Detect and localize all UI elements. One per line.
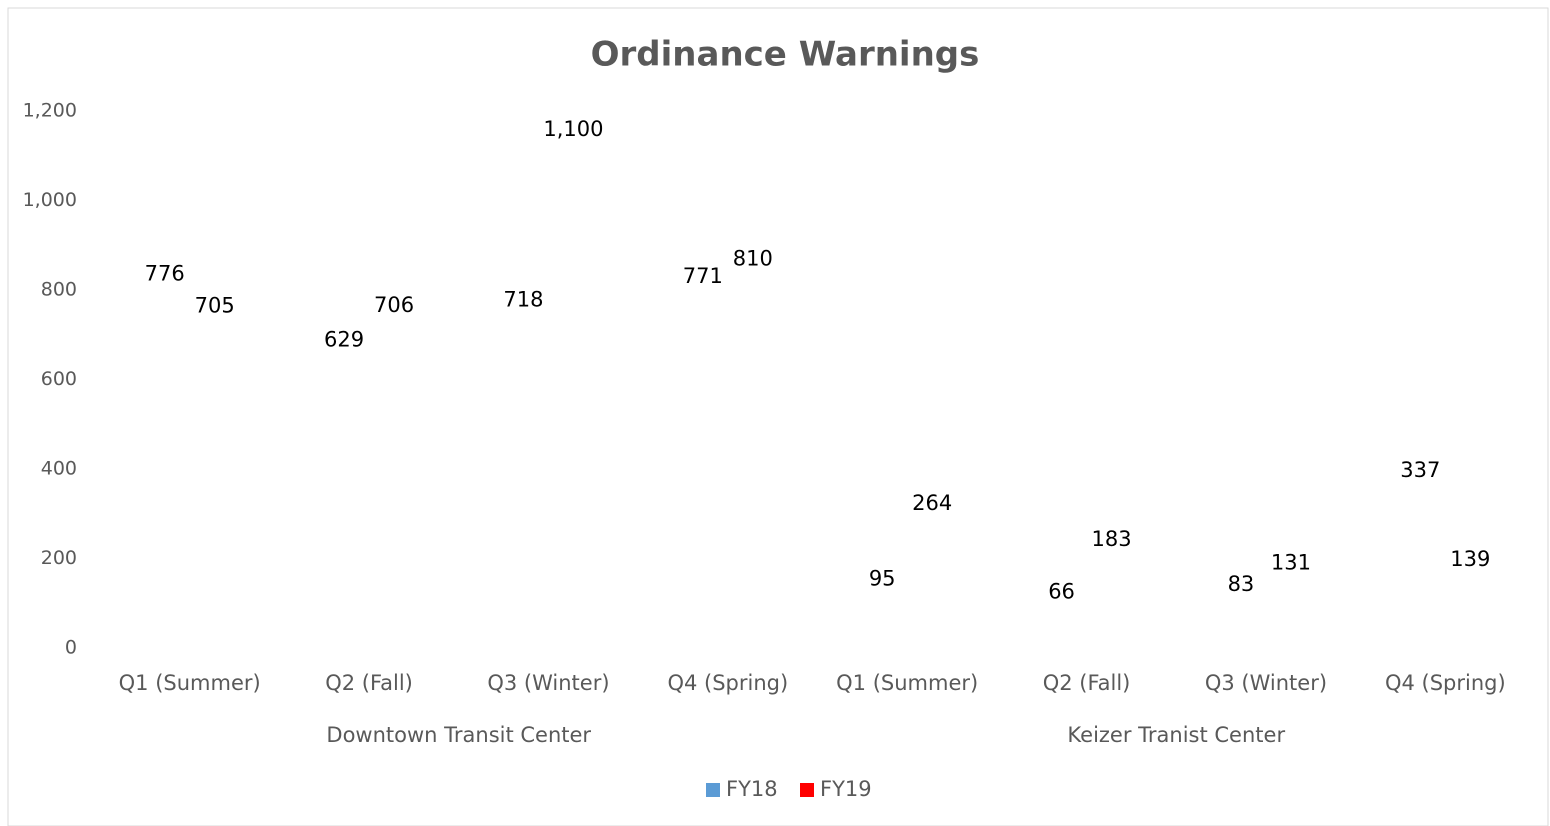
data-label: 629: [324, 328, 364, 352]
bar: [142, 301, 188, 648]
x-tick-label: Q1 (Summer): [119, 671, 261, 695]
data-label: 66: [1048, 579, 1075, 603]
x-tick-label: Q1 (Summer): [836, 671, 978, 695]
group-label: Keizer Tranist Center: [1067, 723, 1285, 747]
bar: [371, 332, 417, 648]
legend-label: FY18: [726, 777, 778, 801]
data-label: 705: [195, 294, 235, 318]
bar: [1089, 566, 1135, 648]
x-tick-label: Q3 (Winter): [487, 671, 609, 695]
x-tick-label: Q2 (Fall): [1043, 671, 1131, 695]
y-tick-label: 200: [41, 547, 77, 569]
y-tick-label: 600: [41, 368, 77, 390]
bar: [1447, 586, 1493, 648]
data-label: 718: [503, 288, 543, 312]
bar: [1268, 589, 1314, 648]
legend-swatch: [706, 783, 720, 797]
bar: [321, 367, 367, 648]
y-tick-label: 800: [41, 279, 77, 301]
data-label: 83: [1228, 572, 1255, 596]
data-label: 183: [1092, 527, 1132, 551]
x-tick-label: Q4 (Spring): [667, 671, 788, 695]
bar: [500, 327, 546, 648]
y-tick-label: 0: [65, 637, 77, 659]
y-tick-label: 1,200: [23, 100, 77, 122]
data-label: 771: [683, 264, 723, 288]
data-label: 337: [1400, 458, 1440, 482]
bar: [1218, 611, 1264, 648]
data-label: 264: [912, 491, 952, 515]
legend-swatch: [800, 783, 814, 797]
group-label: Downtown Transit Center: [326, 723, 591, 747]
data-label: 810: [733, 247, 773, 271]
chart-title: Ordinance Warnings: [591, 35, 980, 75]
data-label: 131: [1271, 550, 1311, 574]
y-tick-label: 400: [41, 458, 77, 480]
bar: [1397, 497, 1443, 648]
data-label: 139: [1450, 547, 1490, 571]
bar: [550, 156, 596, 648]
data-label: 1,100: [543, 117, 603, 141]
bar: [192, 333, 238, 648]
x-tick-label: Q4 (Spring): [1385, 671, 1506, 695]
bar: [909, 530, 955, 648]
bar: [680, 303, 726, 648]
data-label: 706: [374, 293, 414, 317]
legend-label: FY19: [820, 777, 872, 801]
bar: [1039, 618, 1085, 648]
bar: [859, 605, 905, 648]
bar: [730, 286, 776, 648]
y-tick-label: 1,000: [23, 189, 77, 211]
x-tick-label: Q3 (Winter): [1205, 671, 1327, 695]
data-label: 776: [145, 262, 185, 286]
chart-border: [7, 7, 1549, 826]
data-label: 95: [869, 566, 896, 590]
x-tick-label: Q2 (Fall): [325, 671, 413, 695]
